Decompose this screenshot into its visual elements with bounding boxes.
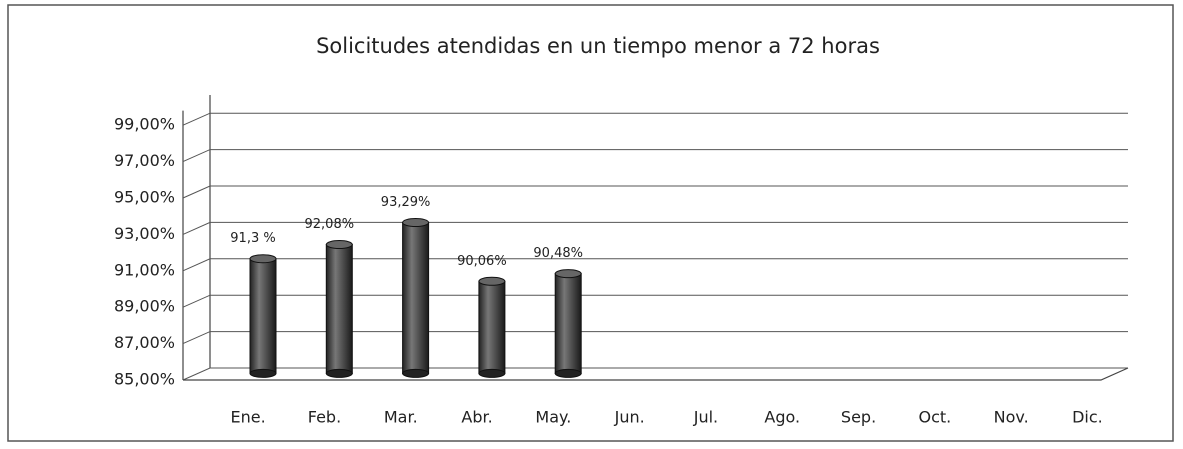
data-label: 90,06% <box>457 254 507 269</box>
x-tick-label: Jul. <box>693 408 718 427</box>
grid-line <box>182 112 1128 126</box>
bar-body <box>478 280 506 374</box>
bar-top <box>402 218 430 228</box>
chart-border <box>7 4 1174 442</box>
x-tick-label: Mar. <box>384 408 418 427</box>
y-tick-label: 95,00% <box>114 188 175 207</box>
bar-bottom <box>402 368 430 378</box>
y-tick-label: 87,00% <box>114 333 175 352</box>
grid-line <box>182 258 1128 272</box>
x-tick-label: Nov. <box>994 408 1029 427</box>
bar-top <box>249 254 277 264</box>
y-tick-label: 97,00% <box>114 151 175 170</box>
bar-top <box>478 276 506 286</box>
bar-body <box>554 273 582 374</box>
x-tick-label: Sep. <box>841 408 876 427</box>
x-tick-label: Feb. <box>308 408 341 427</box>
grid-line <box>182 331 1128 345</box>
x-tick-label: May. <box>535 408 571 427</box>
bar <box>325 240 353 378</box>
y-tick-label: 99,00% <box>114 115 175 134</box>
bar-body <box>249 258 277 374</box>
bar-bottom <box>478 368 506 378</box>
bar-bottom <box>249 368 277 378</box>
y-tick-label: 89,00% <box>114 297 175 316</box>
data-label: 90,48% <box>533 246 583 261</box>
data-label: 91,3 % <box>230 231 275 246</box>
y-tick-label: 91,00% <box>114 260 175 279</box>
bar-top <box>554 269 582 279</box>
data-label: 93,29% <box>381 195 431 210</box>
bar-top <box>325 240 353 250</box>
bar-body <box>325 244 353 374</box>
data-label: 92,08% <box>305 217 355 232</box>
grid-line <box>182 185 1128 199</box>
bar-bottom <box>325 368 353 378</box>
x-tick-label: Dic. <box>1072 408 1103 427</box>
bar <box>402 218 430 378</box>
y-tick-label: 93,00% <box>114 224 175 243</box>
y-tick-label: 85,00% <box>114 370 175 389</box>
bar <box>249 254 277 378</box>
bar <box>478 276 506 378</box>
bar-bottom <box>554 368 582 378</box>
bar <box>554 269 582 378</box>
bar-body <box>402 222 430 374</box>
floor-edge <box>183 367 1129 381</box>
x-tick-label: Abr. <box>461 408 492 427</box>
x-tick-label: Jun. <box>614 408 645 427</box>
x-tick-label: Ago. <box>764 408 800 427</box>
grid-line <box>182 294 1128 308</box>
grid-line <box>182 149 1128 163</box>
grid-line <box>182 221 1128 235</box>
x-tick-label: Ene. <box>231 408 266 427</box>
chart-title: Solicitudes atendidas en un tiempo menor… <box>316 34 880 58</box>
grid-line <box>182 367 1128 381</box>
x-tick-label: Oct. <box>918 408 951 427</box>
